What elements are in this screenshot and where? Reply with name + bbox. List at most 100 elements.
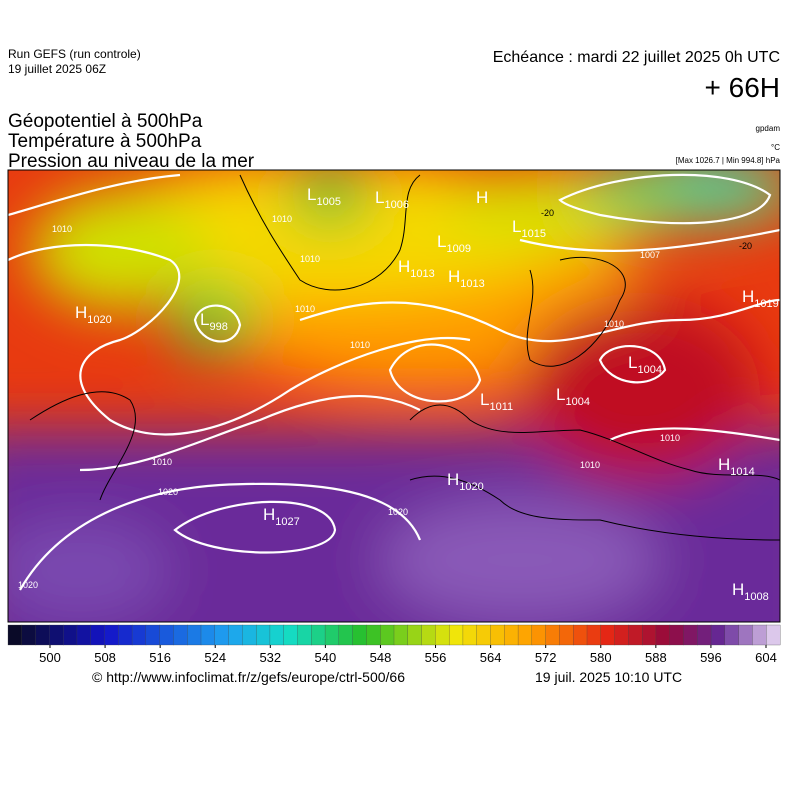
colorbar-cell xyxy=(269,624,285,646)
center-letter: L xyxy=(480,390,489,409)
colorbar-cell xyxy=(242,624,257,646)
center-value: 1015 xyxy=(521,228,545,240)
colorbar-cell xyxy=(62,624,78,646)
center-letter: L xyxy=(375,188,384,207)
colorbar-cell xyxy=(462,624,478,646)
colorbar-cell xyxy=(614,624,629,646)
center-letter: H xyxy=(447,470,459,489)
colorbar-tick-label: 548 xyxy=(370,650,392,665)
colorbar-cell xyxy=(200,624,216,646)
center-letter: L xyxy=(556,385,565,404)
isobar-label: 1010 xyxy=(295,304,315,314)
isobar-label: 1010 xyxy=(604,319,624,329)
pressure-center: H xyxy=(476,188,488,207)
center-value: 1014 xyxy=(730,466,754,478)
colorbar-cell xyxy=(214,624,230,646)
colorbar-cell xyxy=(393,624,409,646)
colorbar-cell xyxy=(324,624,340,646)
center-value: 998 xyxy=(209,321,227,333)
center-value: 1004 xyxy=(565,396,589,408)
isobar-label: 1020 xyxy=(18,580,38,590)
center-letter: H xyxy=(742,287,754,306)
colorbar-tick-label: 532 xyxy=(259,650,281,665)
center-letter: H xyxy=(732,580,744,599)
colorbar-cell xyxy=(352,624,367,646)
isotherm-label: -20 xyxy=(739,241,752,251)
colorbar-cell xyxy=(76,624,92,646)
isobar-label: 1010 xyxy=(660,433,680,443)
source: © http://www.infoclimat.fr/z/gefs/europe… xyxy=(92,669,405,685)
run: Run GEFS (run controle) xyxy=(8,47,141,61)
center-value: 1013 xyxy=(460,278,484,290)
center-letter: L xyxy=(628,353,637,372)
pressure-center: L998 xyxy=(200,310,228,333)
colorbar-cell xyxy=(545,624,560,646)
isobar-label: 1010 xyxy=(580,460,600,470)
colorbar-cell xyxy=(49,624,64,646)
pressure-center: H1020 xyxy=(447,470,484,493)
colorbar-cell xyxy=(766,624,781,646)
field: Géopotentiel à 500hPa xyxy=(8,111,203,132)
colorbar-cell xyxy=(173,624,188,646)
isobar-label: 1010 xyxy=(300,254,320,264)
isotherm-label: -20 xyxy=(541,208,554,218)
colorbar-cell xyxy=(669,624,684,646)
colorbar-cell xyxy=(697,624,712,646)
isobar-label: 1007 xyxy=(640,250,660,260)
colorbar-tick-label: 604 xyxy=(755,650,777,665)
center-value: 1027 xyxy=(275,516,299,528)
field: Pression au niveau de la mer xyxy=(8,151,255,172)
colorbar-tick-label: 572 xyxy=(535,650,557,665)
center-letter: H xyxy=(448,267,460,286)
colorbar-cell xyxy=(752,624,767,646)
colorbar-cell xyxy=(311,624,326,646)
valid-time: Echéance : mardi 22 juillet 2025 0h UTC xyxy=(493,49,780,66)
colorbar-tick-label: 596 xyxy=(700,650,722,665)
colorbar-cell xyxy=(586,624,602,646)
isobar-label: 1010 xyxy=(350,340,370,350)
center-value: 1008 xyxy=(744,591,768,603)
colorbar-cell xyxy=(724,624,740,646)
center-letter: L xyxy=(512,217,521,236)
center-letter: H xyxy=(718,455,730,474)
center-letter: L xyxy=(437,232,446,251)
colorbar-cell xyxy=(573,624,588,646)
colorbar-tick-label: 580 xyxy=(590,650,612,665)
colorbar-cell xyxy=(145,624,161,646)
colorbar-cell xyxy=(21,624,37,646)
colorbar-cell xyxy=(35,624,50,646)
colorbar-tick-label: 516 xyxy=(149,650,171,665)
colorbar-cell xyxy=(366,624,381,646)
colorbar-cell xyxy=(255,624,271,646)
map xyxy=(8,170,780,622)
center-letter: H xyxy=(263,505,275,524)
pressure-center: H1020 xyxy=(75,303,112,326)
colorbar-cell xyxy=(338,624,354,646)
pressure-center: L1006 xyxy=(375,188,409,211)
colorbar-cell xyxy=(448,624,464,646)
unit: [Max 1026.7 | Min 994.8] hPa xyxy=(676,156,781,165)
map-frame xyxy=(7,169,781,623)
colorbar-cell xyxy=(90,624,105,646)
field: Température à 500hPa xyxy=(8,131,202,152)
colorbar-tick-label: 508 xyxy=(94,650,116,665)
colorbar-cell xyxy=(628,624,643,646)
colorbar-cell xyxy=(118,624,133,646)
pressure-center: H1013 xyxy=(398,257,435,280)
pressure-center: L1011 xyxy=(480,390,513,413)
colorbar-tick-label: 524 xyxy=(204,650,226,665)
colorbar-cell xyxy=(641,624,657,646)
colorbar: 500 508 516 524 532 540 548 556 564 572 580 588 596 6… xyxy=(7,624,781,665)
colorbar-cell xyxy=(517,624,533,646)
unit: gpdam xyxy=(756,124,781,133)
isobar-label: 1010 xyxy=(272,214,292,224)
colorbar-cell xyxy=(490,624,505,646)
center-value: 1011 xyxy=(489,401,513,413)
isobar-label: 1010 xyxy=(152,457,172,467)
center-value: 1005 xyxy=(316,196,340,208)
pressure-center: L1005 xyxy=(307,185,341,208)
center-value: 1020 xyxy=(87,314,111,326)
center-value: 1009 xyxy=(446,243,470,255)
colorbar-cell xyxy=(283,624,298,646)
